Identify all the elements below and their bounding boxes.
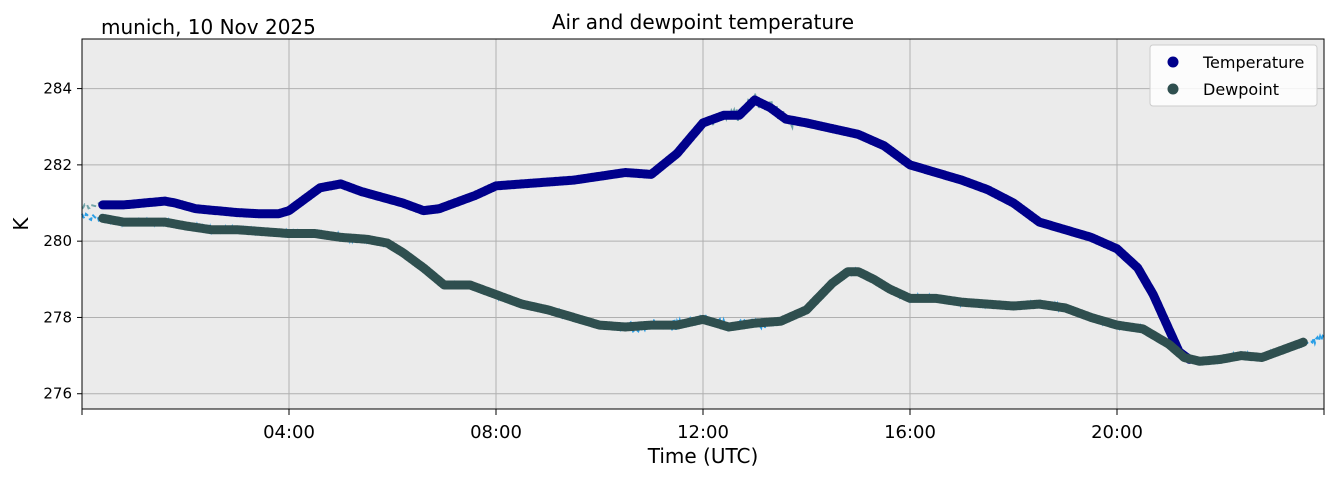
legend-label-temperature: Temperature — [1202, 53, 1304, 72]
x-tick-label: 04:00 — [263, 422, 315, 443]
grid — [82, 39, 1324, 409]
legend-marker-dewpoint — [1167, 83, 1179, 95]
dewpoint-line — [98, 213, 1308, 366]
temperature-line — [98, 95, 1194, 364]
y-tick-label: 278 — [43, 308, 72, 326]
x-tick-label: 20:00 — [1091, 422, 1143, 443]
y-axis-label: K — [9, 217, 33, 231]
legend: Temperature Dewpoint — [1149, 44, 1318, 107]
legend-label-dewpoint: Dewpoint — [1203, 80, 1279, 99]
x-tick-label: 12:00 — [677, 422, 729, 443]
y-tick-label: 282 — [43, 156, 72, 174]
y-tick-label: 276 — [43, 385, 72, 403]
y-tick-label: 284 — [43, 80, 72, 98]
y-tick-label: 280 — [43, 232, 72, 250]
smooth-series — [98, 95, 1308, 366]
legend-marker-temperature — [1167, 56, 1179, 68]
ticks: 04:00 08:00 12:00 16:00 20:00 276 278 280 282 284 — [43, 80, 1325, 443]
x-tick-label: 16:00 — [884, 422, 936, 443]
legend-box — [1149, 44, 1318, 107]
x-axis-label: Time (UTC) — [647, 444, 759, 468]
x-tick-label: 08:00 — [470, 422, 522, 443]
location-label: munich, 10 Nov 2025 — [101, 15, 316, 39]
chart-title: Air and dewpoint temperature — [552, 10, 854, 34]
